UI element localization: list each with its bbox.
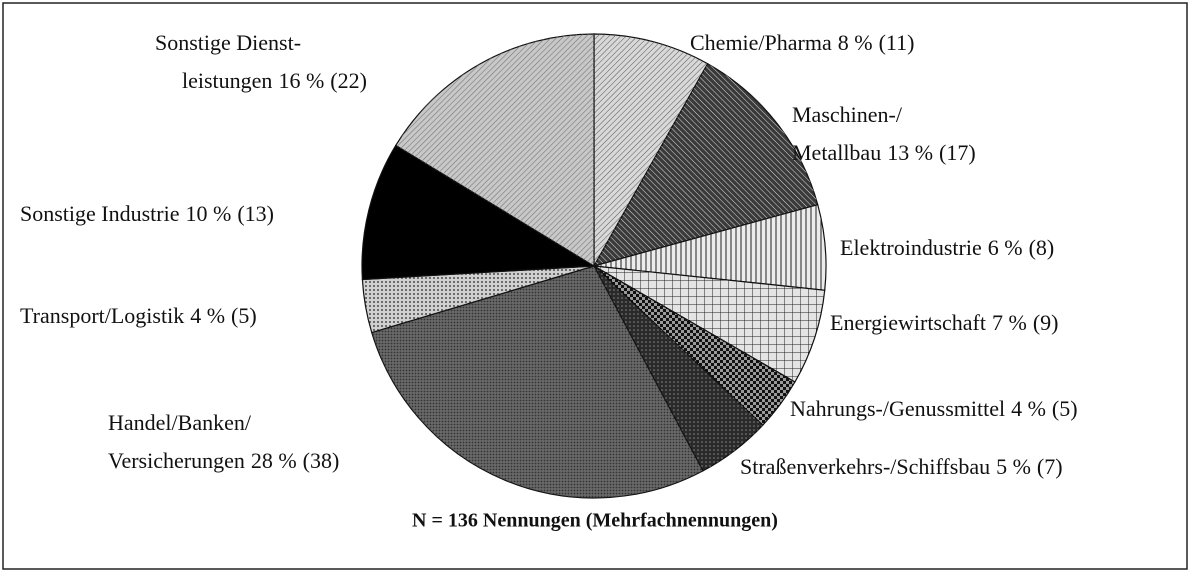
slice-label: Sonstige Dienst-	[155, 30, 301, 55]
chart-title: N = 136 Nennungen (Mehrfachnennungen)	[412, 510, 778, 532]
slice-label: Sonstige Industrie 10 % (13)	[20, 201, 274, 226]
slice-label: Maschinen-/	[792, 102, 903, 127]
category-label: Elektroindustrie	[840, 235, 982, 260]
count-label: (22)	[330, 68, 367, 93]
count-label: (8)	[1029, 235, 1055, 260]
count-label: (11)	[879, 30, 915, 55]
percentage-label: 6 %	[988, 235, 1023, 260]
slice-label: leistungen 16 % (22)	[182, 68, 367, 93]
count-label: (38)	[303, 448, 340, 473]
count-label: (13)	[237, 201, 274, 226]
category-label: leistungen	[182, 68, 272, 93]
percentage-label: 10 %	[186, 201, 232, 226]
slice-label: Elektroindustrie 6 % (8)	[840, 235, 1054, 260]
count-label: (7)	[1037, 454, 1063, 479]
category-label: Sonstige Industrie	[20, 201, 180, 226]
category-label: Metallbau	[792, 140, 881, 165]
category-label: Chemie/Pharma	[690, 30, 832, 55]
category-label: Versicherungen	[108, 448, 245, 473]
percentage-label: 13 %	[887, 140, 933, 165]
percentage-label: 8 %	[838, 30, 873, 55]
category-label: Sonstige Dienst-	[155, 30, 301, 55]
slice-label: Straßenverkehrs-/Schiffsbau 5 % (7)	[740, 454, 1063, 479]
slice-label: Chemie/Pharma 8 % (11)	[690, 30, 914, 55]
percentage-label: 4 %	[190, 303, 225, 328]
slice-label: Nahrungs-/Genussmittel 4 % (5)	[790, 396, 1078, 421]
percentage-label: 16 %	[278, 68, 324, 93]
percentage-label: 7 %	[992, 310, 1027, 335]
count-label: (5)	[231, 303, 257, 328]
count-label: (9)	[1033, 310, 1059, 335]
slice-label: Versicherungen 28 % (38)	[108, 448, 339, 473]
category-label: Straßenverkehrs-/Schiffsbau	[740, 454, 990, 479]
slice-label: Transport/Logistik 4 % (5)	[20, 303, 257, 328]
category-label: Nahrungs-/Genussmittel	[790, 396, 1005, 421]
count-label: (17)	[939, 140, 976, 165]
category-label: Transport/Logistik	[20, 303, 184, 328]
slice-label: Metallbau 13 % (17)	[792, 140, 976, 165]
slice-label: Handel/Banken/	[108, 410, 252, 435]
category-label: Handel/Banken/	[108, 410, 252, 435]
slice-label: Energiewirtschaft 7 % (9)	[830, 310, 1058, 335]
pie	[361, 33, 827, 499]
category-label: Energiewirtschaft	[830, 310, 986, 335]
category-label: Maschinen-/	[792, 102, 903, 127]
percentage-label: 4 %	[1011, 396, 1046, 421]
count-label: (5)	[1052, 396, 1078, 421]
percentage-label: 5 %	[996, 454, 1031, 479]
percentage-label: 28 %	[251, 448, 297, 473]
